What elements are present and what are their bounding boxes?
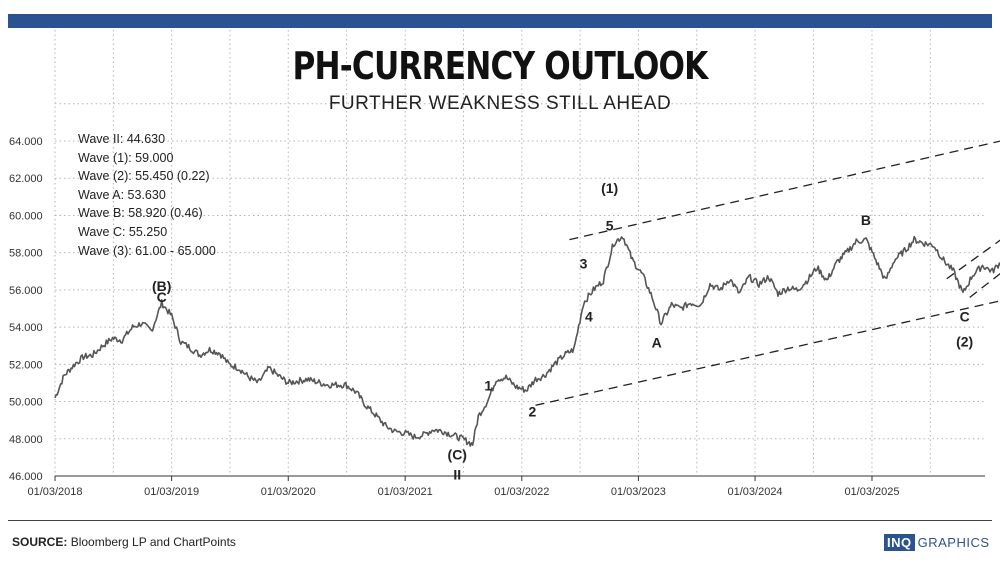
wave-legend: Wave II: 44.630 Wave (1): 59.000 Wave (2… <box>78 130 216 260</box>
x-tick-label: 01/03/2025 <box>844 486 899 498</box>
chart-title: PH-CURRENCY OUTLOOK <box>292 44 709 88</box>
y-tick-label: 60.000 <box>9 210 43 222</box>
wave-label: 1 <box>484 377 492 393</box>
wave-label: 5 <box>606 217 614 233</box>
legend-item: Wave (3): 61.00 - 65.000 <box>78 243 216 258</box>
legend-item: Wave A: 53.630 <box>78 187 166 202</box>
wave-label: (B) <box>152 278 171 294</box>
trend-line <box>969 273 1000 298</box>
wave-label: 3 <box>580 255 588 271</box>
wave-label: C <box>960 309 970 325</box>
y-tick-label: 62.000 <box>9 173 43 185</box>
trend-line <box>946 239 1000 280</box>
source-label: SOURCE: <box>12 535 68 549</box>
trend-lines-layer <box>535 140 1000 406</box>
wave-label: 2 <box>528 403 536 419</box>
x-tick-label: 01/03/2020 <box>261 486 316 498</box>
top-accent-bar <box>8 14 992 28</box>
wave-label: 4 <box>585 309 593 325</box>
series-layer <box>54 235 1000 447</box>
y-tick-label: 56.000 <box>9 285 43 297</box>
brand-box: INQ <box>884 533 915 551</box>
wave-label: A <box>652 335 662 351</box>
legend-item: Wave II: 44.630 <box>78 132 166 146</box>
source-note: SOURCE: Bloomberg LP and ChartPoints <box>12 535 236 549</box>
legend-item: Wave B: 58.920 (0.46) <box>78 206 203 221</box>
trend-line <box>569 140 1000 241</box>
legend-item: Wave (2): 55.450 (0.22) <box>78 169 210 184</box>
brand-text: GRAPHICS <box>917 534 990 550</box>
y-tick-label: 46.000 <box>9 471 43 483</box>
source-text: Bloomberg LP and ChartPoints <box>70 535 236 549</box>
chart-subtitle: FURTHER WEAKNESS STILL AHEAD <box>328 93 672 114</box>
y-tick-label: 64.000 <box>9 136 43 148</box>
x-tick-label: 01/03/2022 <box>494 486 549 498</box>
wave-label: (1) <box>601 180 618 196</box>
y-tick-label: 50.000 <box>9 397 43 409</box>
wave-label: C <box>157 289 167 305</box>
footer-divider <box>8 520 992 521</box>
x-tick-label: 01/03/2023 <box>611 486 666 498</box>
axis-layer: 46.000 48.000 50.000 52.000 54.000 56.000 58.0… <box>9 136 985 498</box>
x-tick-label: 01/03/2024 <box>728 486 783 498</box>
trend-line <box>535 300 1000 406</box>
y-tick-label: 54.000 <box>9 322 43 334</box>
x-tick-label: 01/03/2019 <box>144 486 199 498</box>
x-tick-label: 01/03/2021 <box>378 486 433 498</box>
wave-label: II <box>453 467 461 483</box>
y-tick-label: 52.000 <box>9 359 43 371</box>
price-series-line <box>54 235 1000 447</box>
legend-item: Wave C: 55.250 <box>78 224 168 239</box>
wave-label: (C) <box>448 446 467 462</box>
wave-label: (2) <box>956 334 973 350</box>
x-tick-label: 01/03/2018 <box>27 486 82 498</box>
legend-item: Wave (1): 59.000 <box>78 150 174 165</box>
brand-logo: INQ GRAPHICS <box>884 533 990 551</box>
wave-label: B <box>861 212 871 228</box>
y-tick-label: 48.000 <box>9 434 43 446</box>
y-tick-label: 58.000 <box>9 248 43 260</box>
